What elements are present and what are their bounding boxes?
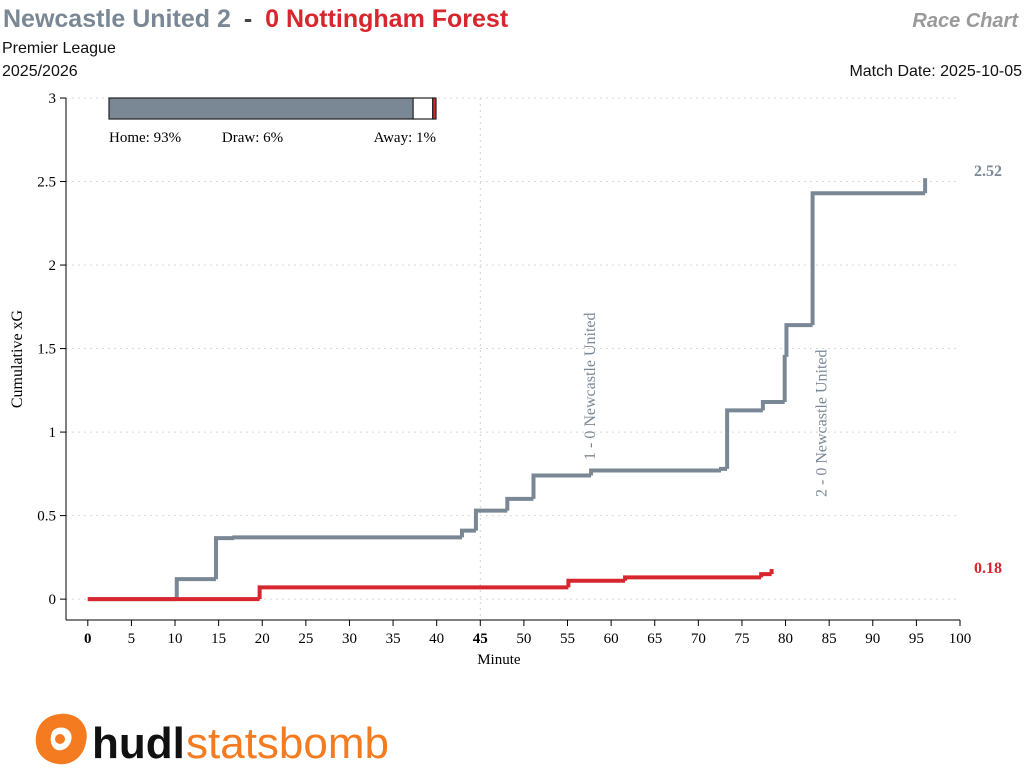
y-tick-label: 0 — [49, 592, 57, 608]
x-tick-label: 25 — [298, 631, 313, 647]
x-tick-label: 90 — [865, 631, 880, 647]
win-probability-label: Draw: 6% — [222, 130, 283, 146]
x-tick-label: 5 — [128, 631, 136, 647]
x-tick-label: 45 — [473, 631, 488, 647]
xg-step — [719, 466, 728, 471]
x-tick-label: 80 — [778, 631, 793, 647]
x-tick-label: 30 — [342, 631, 357, 647]
competition: Premier League — [2, 40, 116, 57]
xg-step — [257, 585, 569, 600]
y-tick-label: 1.5 — [37, 342, 56, 358]
x-tick-label: 50 — [516, 631, 531, 647]
y-tick-label: 2 — [49, 258, 57, 274]
x-tick-label: 95 — [909, 631, 924, 647]
x-tick-label: 70 — [691, 631, 706, 647]
y-tick-label: 1 — [49, 425, 57, 441]
chart-title: Newcastle United 2 - 0 Nottingham Forest — [3, 5, 509, 33]
xg-step — [589, 468, 722, 476]
xg-step — [784, 323, 813, 357]
x-tick-label: 40 — [429, 631, 444, 647]
logo-hudl: hudl — [92, 719, 185, 768]
xg-step — [473, 508, 508, 531]
x-axis-label: Minute — [477, 652, 521, 668]
away-title: 0 Nottingham Forest — [265, 5, 509, 33]
plot: 00.511.522.530 5 10 15 20 25 30 35 40 45 50 55 60 65 7… — [9, 91, 1002, 668]
xg-step — [782, 354, 787, 403]
xg-step — [623, 575, 762, 581]
win-probability-bar — [108, 97, 414, 120]
xg-step — [531, 473, 592, 499]
xg-step — [725, 408, 763, 469]
logo-icon-dot — [55, 734, 65, 744]
xg-step — [760, 400, 785, 411]
xg-step — [232, 535, 462, 540]
y-axis-label: Cumulative xG — [9, 309, 26, 408]
chart-label: Race Chart — [912, 10, 1019, 32]
end-value-label: 2.52 — [974, 163, 1002, 180]
xg-step — [505, 496, 534, 511]
logo-statsbomb: statsbomb — [186, 719, 389, 768]
x-tick-label: 20 — [255, 631, 270, 647]
win-probability-label: Away: 1% — [374, 130, 436, 146]
x-tick-label: 100 — [949, 631, 972, 647]
goal-annotation: 1 - 0 Newcastle United — [582, 312, 599, 460]
logo: hudl statsbomb — [35, 713, 389, 768]
home-title: Newcastle United 2 — [3, 5, 231, 33]
season: 2025/2026 — [2, 63, 78, 80]
x-tick-label: 35 — [386, 631, 401, 647]
y-tick-label: 2.5 — [37, 175, 56, 191]
x-tick-label: 0 — [84, 631, 92, 647]
end-value-label: 0.18 — [974, 560, 1002, 577]
y-tick-label: 0.5 — [37, 509, 56, 525]
xg-step — [214, 536, 235, 580]
xg-step — [810, 191, 926, 326]
goal-annotation: 2 - 0 Newcastle United — [814, 349, 831, 497]
title-separator: - — [244, 5, 252, 33]
win-probability-bar — [432, 97, 437, 120]
x-tick-label: 85 — [822, 631, 837, 647]
x-tick-label: 15 — [211, 631, 226, 647]
x-tick-label: 60 — [604, 631, 619, 647]
x-tick-label: 75 — [734, 631, 749, 647]
xg-step — [459, 528, 476, 538]
match-date: Match Date: 2025-10-05 — [849, 63, 1022, 80]
win-probability-label: Home: 93% — [109, 130, 181, 146]
y-tick-label: 3 — [49, 91, 57, 107]
x-tick-label: 10 — [168, 631, 183, 647]
xg-step — [566, 578, 626, 588]
xg-step — [759, 572, 772, 578]
xg-step — [174, 577, 217, 600]
x-tick-label: 65 — [647, 631, 662, 647]
win-probability-bar — [412, 97, 434, 120]
x-tick-label: 55 — [560, 631, 575, 647]
